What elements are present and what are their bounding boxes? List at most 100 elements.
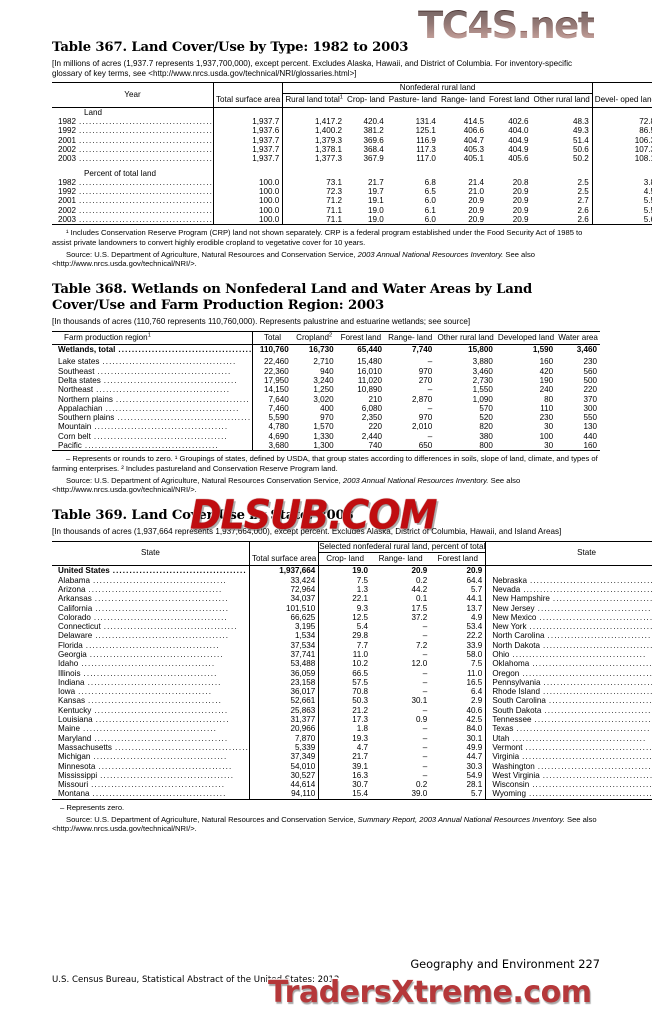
header-cropland: Crop- land (347, 95, 385, 105)
data-cell: 16,730 (291, 344, 337, 355)
data-cell: 1,937.7 (212, 135, 283, 145)
table-row: Colorado................................… (52, 612, 652, 623)
data-cell: 6.1 (424, 205, 436, 215)
data-cell: 30 (544, 422, 554, 432)
data-cell: 72.3 (282, 187, 345, 197)
data-cell: 4.9 (471, 612, 483, 622)
spacer-cell (531, 106, 593, 118)
row-label: Florida.................................… (58, 640, 220, 650)
header-state-right: State (485, 540, 652, 566)
table-row: Maine...................................… (52, 724, 652, 734)
data-cell: 6.4 (471, 687, 483, 697)
data-cell: 520 (479, 413, 493, 423)
data-cell: 42.5 (466, 715, 483, 725)
data-cell: 30.1 (411, 696, 428, 706)
spacer-cell (212, 106, 283, 118)
header-cropland: Cropland2 (291, 330, 337, 345)
data-cell: 4.5 (591, 187, 652, 197)
data-cell: 368.4 (363, 144, 384, 154)
data-cell: 5.7 (430, 789, 486, 800)
data-cell: 72.8 (591, 117, 652, 127)
table-367-source: Source: U.S. Department of Agriculture, … (52, 249, 535, 268)
data-cell: 2.7 (577, 196, 589, 206)
table-row: Kansas..................................… (52, 696, 652, 706)
data-cell: 48.3 (573, 117, 589, 127)
data-cell: 117.3 (416, 144, 436, 154)
table-369-header-sub-row: Crop- land Range- land Forest land Crop-… (52, 552, 652, 566)
data-cell: 240 (539, 385, 554, 395)
row-label: Georgia.................................… (58, 649, 224, 659)
table-row: California..............................… (52, 603, 652, 613)
header-rangeland-left: Range- land (378, 554, 423, 564)
data-cell: 25,863 (248, 705, 319, 716)
data-cell: 30,527 (248, 770, 319, 781)
data-cell: 3,880 (472, 357, 493, 367)
row-label: Vermont.................................… (485, 742, 652, 753)
data-cell: 1.3 (318, 584, 371, 595)
data-cell: 37,534 (248, 640, 319, 650)
data-cell: 1,417.2 (282, 117, 345, 127)
table-368-headnote: [In thousands of acres (110,760 represen… (52, 317, 471, 327)
data-cell: 22.2 (466, 631, 483, 641)
data-cell: 5.4 (318, 622, 371, 632)
data-cell: 44.1 (466, 594, 483, 604)
data-cell: 16.3 (318, 770, 371, 781)
row-label: Kentucky................................… (58, 705, 229, 715)
data-cell: – (422, 733, 428, 743)
row-label: Delaware................................… (58, 631, 230, 641)
row-label: 2002....................................… (58, 144, 213, 154)
row-label: Virginia................................… (485, 752, 652, 762)
data-cell: 12.0 (411, 659, 428, 669)
data-cell: 1,937.7 (212, 117, 283, 127)
table-368-header-row: Farm production region1 Total Cropland2 … (52, 330, 600, 345)
page-footer: Geography and Environment 227 U.S. Censu… (52, 957, 600, 985)
data-cell: – (422, 677, 428, 687)
data-cell: 190 (539, 375, 554, 385)
data-cell: – (427, 403, 433, 413)
data-cell: 17.3 (318, 715, 371, 725)
spacer-cell (282, 106, 345, 118)
data-cell: 970 (418, 366, 433, 376)
data-cell: 1,937.7 (212, 144, 283, 155)
data-cell: 369.6 (363, 135, 384, 145)
data-cell: 21.7 (368, 177, 384, 187)
spacer-cell (282, 163, 345, 178)
table-368-title: Table 368. Wetlands on Nonfederal Land a… (52, 282, 533, 314)
data-cell: 20.9 (512, 196, 529, 206)
header-pastureland: Pasture- land (388, 95, 437, 105)
data-cell: 220 (583, 385, 597, 395)
data-cell: 7.5 (318, 575, 371, 585)
spacer-cell (345, 106, 387, 118)
data-cell: 440 (583, 431, 597, 441)
table-row: Florida.................................… (52, 640, 652, 650)
row-label: 2003....................................… (58, 154, 213, 164)
data-cell: 21.4 (468, 177, 485, 187)
data-cell: 72,964 (248, 584, 319, 595)
data-cell: 7,740 (385, 344, 436, 355)
header-total-surface-area: Total surface area (212, 82, 283, 108)
row-label: South Carolina..........................… (485, 696, 652, 706)
row-label: Maryland................................… (58, 733, 229, 743)
row-label: Rhode Island............................… (485, 687, 652, 697)
table-369-title: Table 369. Land Cover/Use by State: 2003 (52, 508, 354, 524)
data-cell: – (422, 668, 428, 678)
table-row-united-states: United States...........................… (52, 565, 652, 576)
table-row: Minnesota...............................… (52, 761, 652, 771)
row-label: Wetlands, total.........................… (52, 344, 253, 355)
table-367-header-group-row: Year Total surface area Nonfederal rural… (52, 82, 652, 108)
header-rural-land-total: Rural land total1 (282, 93, 345, 108)
table-367: Year Total surface area Nonfederal rural… (52, 82, 652, 226)
data-cell: 650 (385, 441, 436, 452)
data-cell: 2,010 (412, 422, 433, 432)
row-label: Louisiana...............................… (58, 715, 230, 725)
data-cell: 940 (320, 366, 334, 376)
data-cell: 2.5 (577, 177, 589, 187)
row-label: Connecticut.............................… (58, 622, 238, 632)
data-cell: 2,730 (472, 375, 493, 385)
header-cropland-left: Crop- land (318, 552, 371, 566)
data-cell: – (422, 705, 428, 715)
row-label: Tennessee...............................… (485, 715, 652, 725)
data-cell: 71.1 (282, 205, 345, 216)
data-cell: 5.5 (591, 196, 652, 206)
